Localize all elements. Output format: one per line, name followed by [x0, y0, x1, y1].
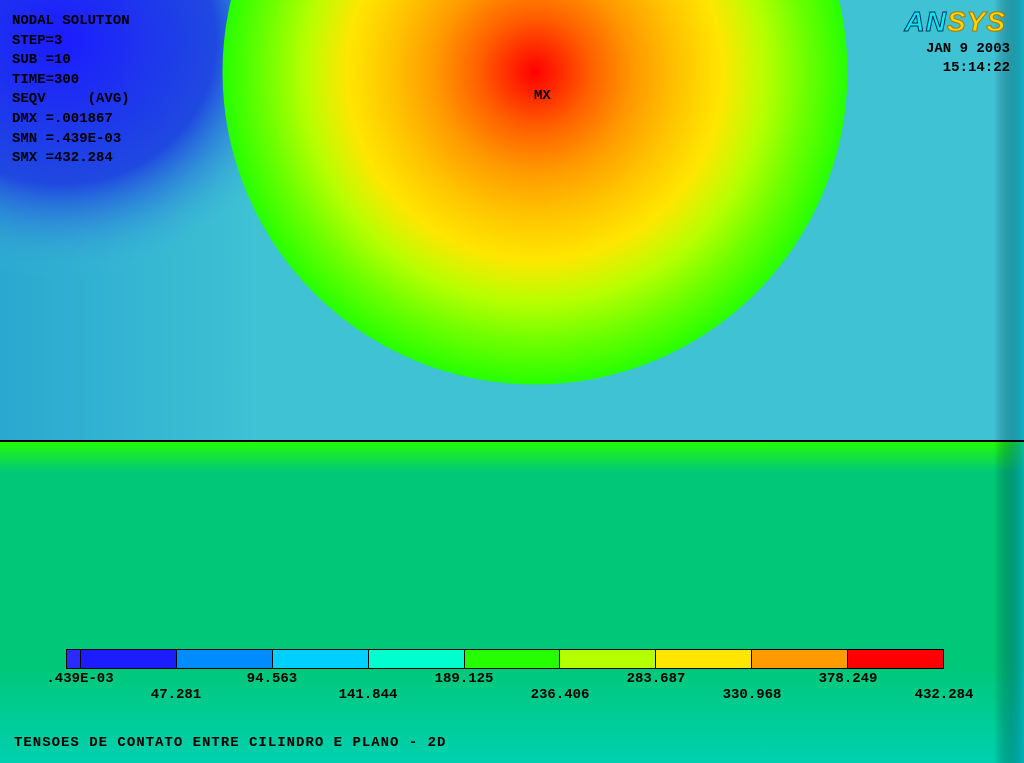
plot-canvas: NODAL SOLUTION STEP=3 SUB =10 TIME=300 S…: [0, 0, 1024, 763]
contour-heatmap: [0, 0, 1024, 763]
